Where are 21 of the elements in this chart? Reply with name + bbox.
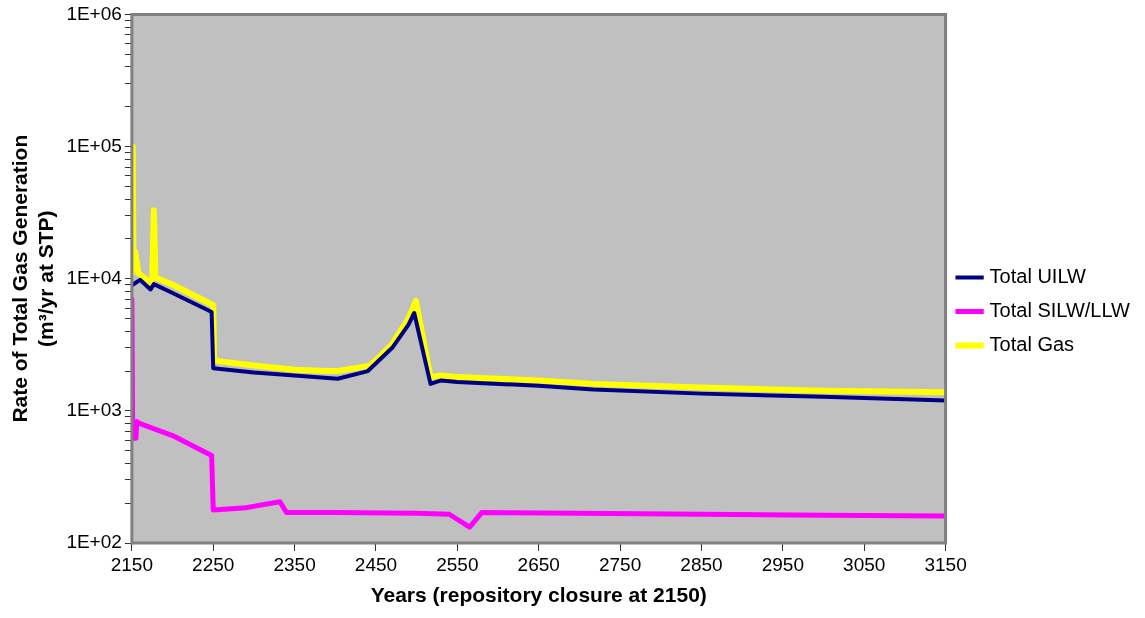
legend-label: Total Gas [989, 333, 1075, 356]
x-tick-label: 2150 [110, 553, 154, 575]
legend-label: Total SILW/LLW [989, 299, 1131, 322]
x-tick-label: 2250 [192, 553, 235, 575]
x-tick-label: 2350 [273, 553, 316, 575]
y-tick-label: 1E+05 [66, 134, 122, 156]
y-tick-label: 1E+04 [66, 266, 123, 288]
y-tick-label: 1E+03 [66, 399, 122, 421]
x-tick-label: 2550 [436, 553, 479, 575]
x-tick-label: 2650 [517, 553, 560, 575]
x-tick-label: 2450 [354, 553, 398, 575]
x-tick-label: 3050 [843, 553, 886, 575]
x-tick-label: 2750 [598, 553, 642, 575]
x-tick-label: 2950 [761, 553, 804, 575]
x-axis-title: Years (repository closure at 2150) [370, 583, 707, 607]
legend-label: Total UILW [989, 265, 1087, 288]
x-tick-label: 3150 [924, 553, 967, 575]
y-tick-label: 1E+02 [66, 531, 122, 553]
x-tick-label: 2850 [680, 553, 723, 575]
y-tick-label: 1E+06 [66, 2, 122, 24]
y-axis-title: Rate of Total Gas Generation (m³/yr at STP) [8, 134, 57, 423]
